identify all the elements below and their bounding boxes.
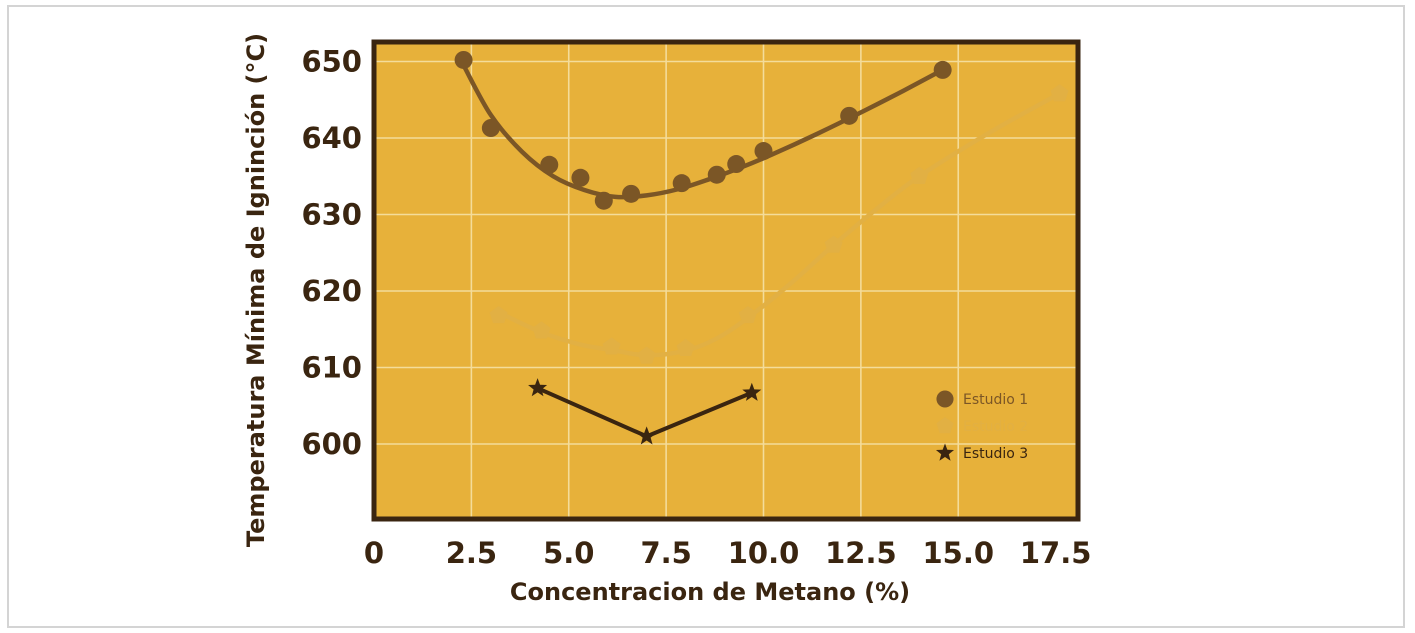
legend-marker [935,443,955,461]
y-tick-label: 600 [301,427,362,461]
tick-labels: 0 2.5 5.0 7.5 10.0 12.5 15.0 17.5 600 610 620 630 64… [301,45,1091,571]
x-tick-label: 10.0 [728,536,800,570]
legend-item: Estudio 2 [936,416,1028,435]
legend-label: Estudio 2 [963,419,1028,435]
series-2-point [637,346,656,364]
legend-item: Estudio 1 [936,390,1028,408]
y-tick-label: 640 [301,121,362,155]
legend-label: Estudio 1 [963,392,1028,408]
x-tick-label: 0 [364,536,384,570]
y-tick-label: 630 [301,198,362,232]
series-1-point [933,60,952,79]
x-tick-label: 17.5 [1020,536,1092,570]
plot-border [371,39,1081,522]
series-2-point [738,305,757,324]
series-1-point [481,119,500,138]
legend-item: Estudio 3 [935,443,1028,462]
y-tick-label: 650 [301,45,362,79]
series-2-point [1050,84,1069,102]
series-markers [454,50,1069,445]
x-tick-label: 2.5 [446,536,497,570]
series-2-point [532,321,551,339]
series-1-point [727,155,746,174]
series-3-point [528,378,548,397]
series-1-point [454,50,473,69]
series-2-point [676,338,695,357]
series-3-point [637,426,657,445]
y-axis-label: Temperatura Mínima de Igninción (°C) [242,33,270,547]
series-1-point [754,142,773,161]
series-2-point [824,235,843,253]
series-1-point [840,106,859,125]
series-2-point [910,166,929,184]
series-1-point [707,165,726,184]
series-1-point [594,191,613,210]
legend-marker [936,390,954,408]
legend: Estudio 1 Estudio 2 Estudio 3 [935,390,1028,462]
series-3-point [742,382,762,401]
legend-marker [936,416,954,434]
y-tick-label: 610 [301,351,362,385]
series-1-point [622,184,641,203]
series-1-point [571,168,590,187]
x-tick-label: 7.5 [640,536,691,570]
x-tick-label: 5.0 [543,536,594,570]
series-1-point [540,155,559,174]
x-axis-label: Concentracion de Metano (%) [510,578,910,606]
series-2-point [602,337,621,355]
x-tick-label: 12.5 [825,536,897,570]
series-2-point [489,305,508,324]
x-tick-label: 15.0 [922,536,994,570]
legend-label: Estudio 3 [963,446,1028,462]
y-tick-label: 620 [301,274,362,308]
series-1-point [672,174,691,193]
